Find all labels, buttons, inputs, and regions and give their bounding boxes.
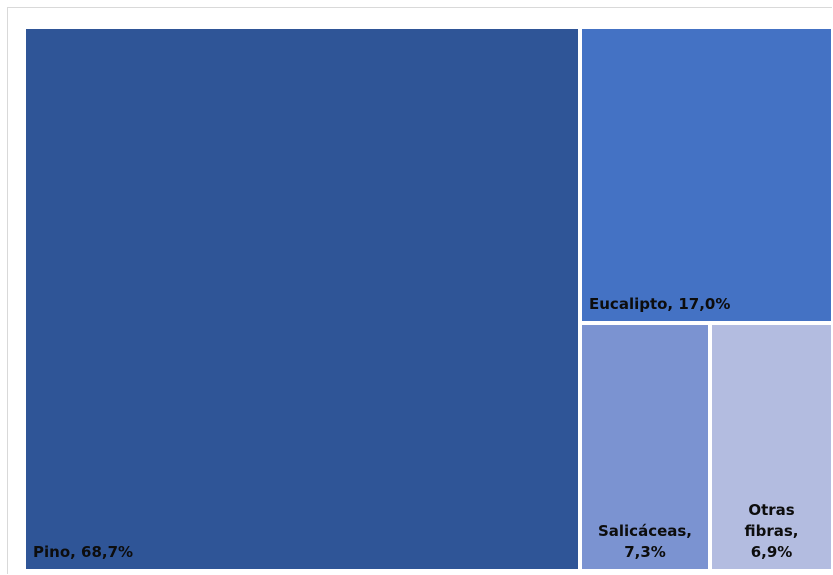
treemap-tile-pino: Pino, 68,7% (26, 29, 578, 569)
treemap-label-line: Otras (748, 501, 795, 519)
treemap-tile-otras-fibras: Otras fibras, 6,9% (712, 325, 831, 569)
treemap-label-pino: Pino, 68,7% (33, 542, 133, 563)
treemap-tile-eucalipto: Eucalipto, 17,0% (582, 29, 831, 321)
treemap-label-salicaceas: Salicáceas, 7,3% (582, 521, 708, 563)
treemap-label-text: Pino, 68,7% (33, 543, 134, 561)
treemap-label-text: Eucalipto, 17,0% (589, 295, 731, 313)
treemap-tile-salicaceas: Salicáceas, 7,3% (582, 325, 708, 569)
treemap-label-line: fibras, (744, 522, 799, 540)
treemap-label-line: Salicáceas, (597, 522, 693, 540)
treemap-label-otras-fibras: Otras fibras, 6,9% (712, 500, 831, 563)
treemap-label-eucalipto: Eucalipto, 17,0% (589, 294, 730, 315)
treemap-value-line: 7,3% (624, 543, 666, 561)
treemap-value-line: 6,9% (750, 543, 793, 561)
